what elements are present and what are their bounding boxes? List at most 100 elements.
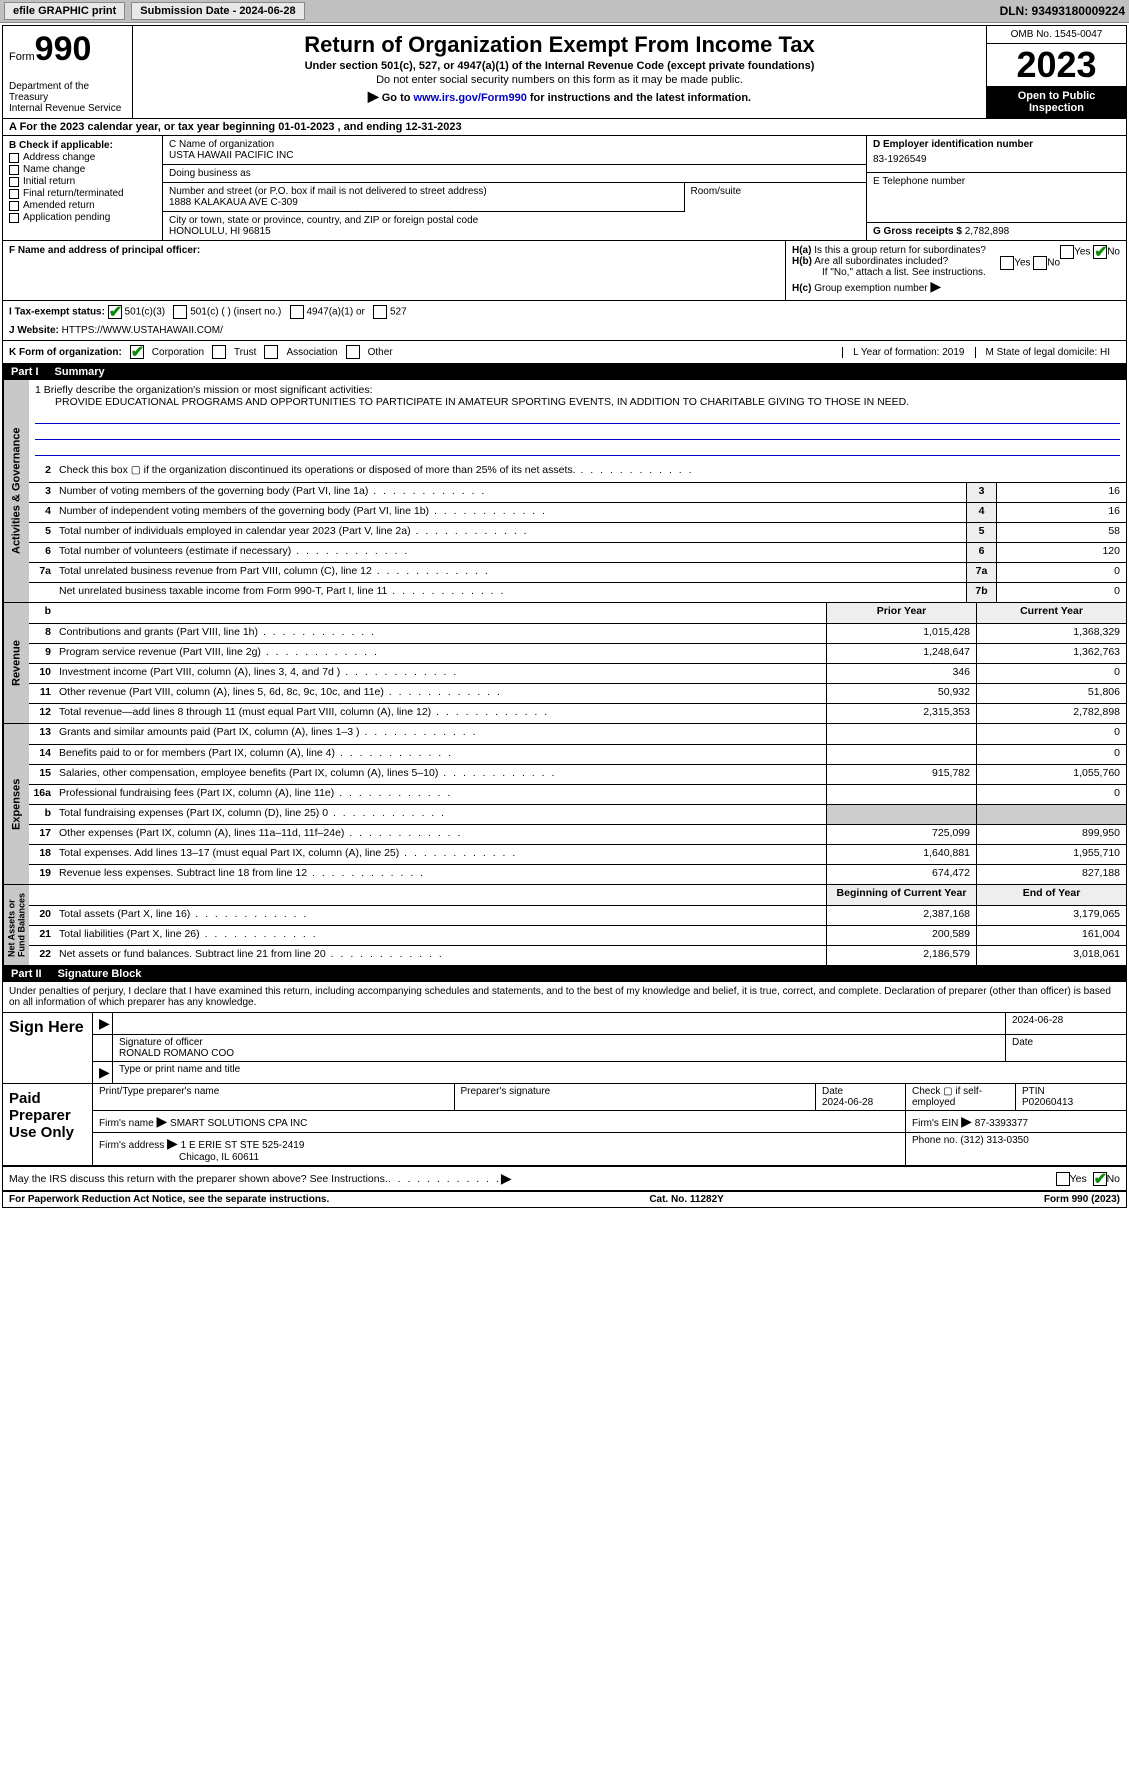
revenue-section: Revenue b Prior Year Current Year 8Contr… [3,603,1126,724]
gov-line: 5Total number of individuals employed in… [29,522,1126,542]
table-row: 8Contributions and grants (Part VIII, li… [29,623,1126,643]
org-name-value: USTA HAWAII PACIFIC INC [169,150,860,161]
ptin-value: P02060413 [1022,1097,1073,1108]
current-year-hdr: Current Year [976,603,1126,623]
irs-link[interactable]: www.irs.gov/Form990 [414,92,527,104]
table-row: 20Total assets (Part X, line 16)2,387,16… [29,905,1126,925]
discuss-yes[interactable] [1056,1172,1070,1186]
expenses-section: Expenses 13Grants and similar amounts pa… [3,724,1126,885]
footer-form: Form 990 (2023) [1044,1194,1120,1205]
officer-sig-label: Signature of officer [119,1037,999,1048]
officer-name: RONALD ROMANO COO [119,1048,999,1059]
gov-line: 7aTotal unrelated business revenue from … [29,562,1126,582]
firm-name: SMART SOLUTIONS CPA INC [170,1118,307,1129]
section-b-label: B Check if applicable: [9,140,156,151]
form-header: Form990 Department of the Treasury Inter… [3,26,1126,119]
ha-yes[interactable] [1060,245,1074,259]
form-org-label: K Form of organization: [9,347,122,358]
type-print-label: Type or print name and title [113,1062,1126,1083]
chk-527[interactable] [373,305,387,319]
mission-label: 1 Briefly describe the organization's mi… [35,384,1120,396]
table-row: 12Total revenue—add lines 8 through 11 (… [29,703,1126,723]
table-row: 14Benefits paid to or for members (Part … [29,744,1126,764]
table-row: 15Salaries, other compensation, employee… [29,764,1126,784]
org-name-label: C Name of organization [169,139,860,150]
chk-application-pending[interactable] [9,213,19,223]
chk-501c[interactable] [173,305,187,319]
chk-final-return[interactable] [9,189,19,199]
discuss-no[interactable] [1093,1172,1107,1186]
tax-year: 2023 [987,44,1126,86]
gross-receipts-value: 2,782,898 [965,226,1010,237]
chk-initial-return[interactable] [9,177,19,187]
goto-link-line: ▶ Go to www.irs.gov/Form990 for instruct… [139,88,980,105]
submission-date-button[interactable]: Submission Date - 2024-06-28 [131,2,304,20]
dba-label: Doing business as [169,168,860,179]
table-row: 21Total liabilities (Part X, line 26)200… [29,925,1126,945]
gross-receipts-label: G Gross receipts $ [873,226,965,237]
dln-label: DLN: 93493180009224 [1000,4,1125,18]
vtab-net-assets: Net Assets or Fund Balances [3,885,29,965]
preparer-name-label: Print/Type preparer's name [93,1084,455,1110]
chk-other[interactable] [346,345,360,359]
row-a-tax-year: A For the 2023 calendar year, or tax yea… [3,119,1126,136]
footer-cat: Cat. No. 11282Y [649,1194,723,1205]
omb-number: OMB No. 1545-0047 [987,26,1126,44]
perjury-statement: Under penalties of perjury, I declare th… [3,982,1126,1013]
firm-address: 1 E ERIE ST STE 525-2419 [181,1140,305,1151]
telephone-label: E Telephone number [873,176,1120,187]
chk-association[interactable] [264,345,278,359]
table-row: 13Grants and similar amounts paid (Part … [29,724,1126,744]
part-1-header: Part I Summary [3,364,1126,380]
chk-4947[interactable] [290,305,304,319]
hb-note: If "No," attach a list. See instructions… [792,267,1120,278]
form-subtitle-1: Under section 501(c), 527, or 4947(a)(1)… [139,60,980,72]
gov-line: 4Number of independent voting members of… [29,502,1126,522]
preparer-sig-label: Preparer's signature [455,1084,817,1110]
gov-line: 6Total number of volunteers (estimate if… [29,542,1126,562]
website-label: J Website: [9,325,62,336]
chk-501c3[interactable] [108,305,122,319]
ij-section: I Tax-exempt status: 501(c)(3) 501(c) ( … [3,301,1126,341]
vtab-governance: Activities & Governance [3,380,29,602]
city-value: HONOLULU, HI 96815 [169,226,860,237]
year-formation: L Year of formation: 2019 [842,347,974,358]
gov-line: Net unrelated business taxable income fr… [29,582,1126,602]
address-label: Number and street (or P.O. box if mail i… [169,186,678,197]
paid-preparer-block: Paid Preparer Use Only Print/Type prepar… [3,1084,1126,1166]
hb-yes[interactable] [1000,256,1014,270]
table-row: 16aProfessional fundraising fees (Part I… [29,784,1126,804]
hb-no[interactable] [1033,256,1047,270]
chk-corporation[interactable] [130,345,144,359]
firm-city: Chicago, IL 60611 [99,1152,259,1163]
chk-address-change[interactable] [9,153,19,163]
open-to-public: Open to Public Inspection [987,86,1126,118]
form-title: Return of Organization Exempt From Incom… [139,32,980,58]
chk-amended-return[interactable] [9,201,19,211]
firm-ein: 87-3393377 [975,1118,1028,1129]
part-2-header: Part II Signature Block [3,966,1126,982]
address-value: 1888 KALAKAUA AVE C-309 [169,197,678,208]
self-employed-check[interactable]: Check ▢ if self-employed [906,1084,1016,1110]
date-label: Date [1006,1035,1126,1061]
ha-no[interactable] [1093,245,1107,259]
end-year-hdr: End of Year [976,885,1126,905]
table-row: 18Total expenses. Add lines 13–17 (must … [29,844,1126,864]
section-b: B Check if applicable: Address change Na… [3,136,163,240]
net-assets-section: Net Assets or Fund Balances Beginning of… [3,885,1126,966]
table-row: 10Investment income (Part VIII, column (… [29,663,1126,683]
form-number: Form990 [9,30,126,69]
section-f: F Name and address of principal officer: [3,241,786,300]
efile-print-button[interactable]: efile GRAPHIC print [4,2,125,20]
gov-line: 2Check this box ▢ if the organization di… [29,462,1126,482]
table-row: 11Other revenue (Part VIII, column (A), … [29,683,1126,703]
activities-governance: Activities & Governance 1 Briefly descri… [3,380,1126,603]
chk-trust[interactable] [212,345,226,359]
room-label: Room/suite [691,186,861,197]
section-c: C Name of organization USTA HAWAII PACIF… [163,136,866,240]
section-h: H(a) Is this a group return for subordin… [786,241,1126,300]
ein-label: D Employer identification number [873,139,1120,150]
vtab-revenue: Revenue [3,603,29,723]
section-d: D Employer identification number 83-1926… [866,136,1126,240]
chk-name-change[interactable] [9,165,19,175]
